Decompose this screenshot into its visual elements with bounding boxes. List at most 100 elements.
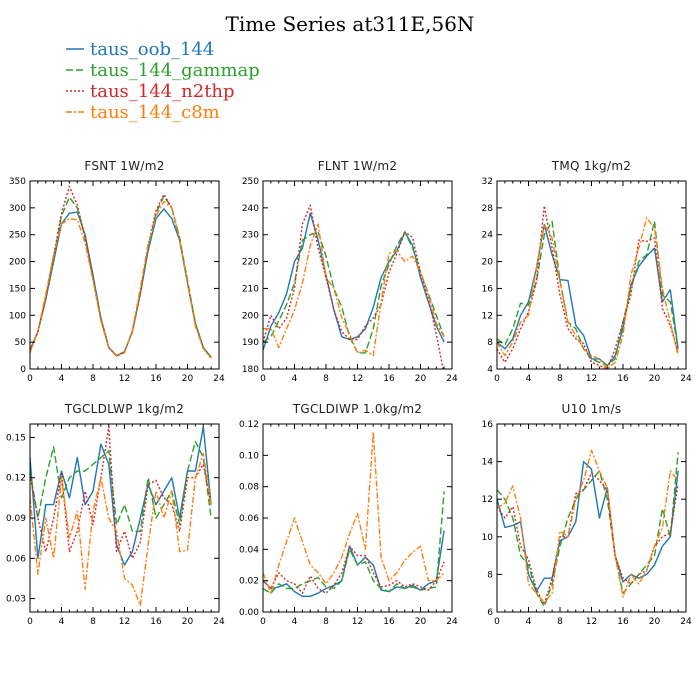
- series-line: [30, 195, 212, 358]
- legend-item: taus_144_gammap: [66, 60, 260, 81]
- x-tick-label: 24: [213, 617, 225, 627]
- y-tick-label: 32: [482, 177, 493, 187]
- chart-title: TGCLDIWP 1.0kg/m2: [292, 402, 423, 416]
- y-tick-label: 0.03: [6, 595, 26, 605]
- y-tick-label: 100: [9, 311, 26, 321]
- x-tick-label: 16: [617, 374, 629, 384]
- series-line: [30, 426, 212, 559]
- y-tick-label: 0.12: [239, 420, 259, 430]
- y-tick-label: 190: [242, 338, 259, 348]
- series-line: [263, 204, 444, 369]
- x-tick-label: 20: [182, 374, 194, 384]
- x-tick-label: 8: [90, 374, 96, 384]
- y-tick-label: 28: [482, 204, 494, 214]
- y-tick-label: 350: [9, 177, 26, 187]
- y-tick-label: 0.12: [6, 474, 26, 484]
- series-line: [263, 212, 445, 351]
- y-tick-label: 20: [482, 258, 494, 268]
- figure-title: Time Series at311E,56N: [226, 12, 475, 36]
- y-tick-label: 220: [242, 258, 259, 268]
- chart-title: FLNT 1W/m2: [318, 159, 398, 173]
- y-tick-label: 0.06: [239, 514, 259, 524]
- x-tick-label: 4: [59, 617, 65, 627]
- legend-item: taus_oob_144: [66, 39, 214, 60]
- legend-label: taus_oob_144: [90, 39, 214, 60]
- y-tick-label: 16: [482, 420, 494, 430]
- legend-item: taus_144_c8m: [66, 102, 220, 123]
- x-tick-label: 16: [617, 617, 629, 627]
- y-tick-label: 0.08: [239, 483, 259, 493]
- x-tick-label: 20: [649, 374, 661, 384]
- y-tick-label: 200: [9, 258, 26, 268]
- y-tick-label: 0.04: [239, 545, 259, 555]
- series-line: [497, 472, 679, 606]
- series-line: [263, 223, 445, 357]
- y-tick-label: 12: [482, 495, 493, 505]
- x-tick-label: 4: [526, 374, 532, 384]
- y-tick-label: 200: [242, 311, 259, 321]
- x-tick-label: 0: [260, 374, 266, 384]
- y-tick-label: 0.15: [6, 433, 26, 443]
- plot-frame: [29, 180, 220, 370]
- series-line: [263, 491, 445, 594]
- y-tick-label: 12: [482, 311, 493, 321]
- y-tick-label: 0.02: [239, 577, 259, 587]
- legend: taus_oob_144 taus_144_gammap taus_144_n2…: [66, 39, 260, 123]
- series-line: [30, 208, 212, 358]
- chart-title: TGCLDLWP 1kg/m2: [64, 402, 185, 416]
- y-tick-label: 4: [487, 365, 493, 375]
- x-tick-label: 12: [586, 374, 597, 384]
- x-tick-label: 8: [557, 374, 563, 384]
- series-line: [30, 200, 212, 359]
- x-tick-label: 24: [446, 374, 458, 384]
- y-tick-label: 250: [9, 231, 26, 241]
- series-line: [497, 223, 679, 367]
- y-tick-label: 180: [242, 365, 259, 375]
- y-tick-label: 0.10: [239, 451, 259, 461]
- x-tick-label: 8: [90, 617, 96, 627]
- panels: FSNT 1W/m20 4 8 12 16 20 240501001502002503003…: [6, 159, 692, 627]
- series-line: [497, 449, 679, 604]
- chart-panel: TGCLDIWP 1.0kg/m2 0 4 8 12 16 20 24 0.00 0.02 0.04…: [239, 402, 458, 627]
- x-tick-label: 12: [352, 374, 363, 384]
- x-tick-label: 4: [526, 617, 532, 627]
- y-tick-label: 230: [242, 231, 259, 241]
- x-tick-label: 16: [150, 374, 162, 384]
- x-tick-label: 24: [446, 617, 458, 627]
- y-tick-label: 8: [487, 338, 493, 348]
- y-tick-label: 8: [487, 570, 493, 580]
- series-line: [263, 231, 445, 354]
- plot-frame: [262, 423, 453, 613]
- x-tick-label: 8: [323, 374, 329, 384]
- chart-panel: FSNT 1W/m2 0 4 8 12 16 20 24 0 50 100 150 200 250 300 3…: [9, 159, 225, 384]
- x-tick-label: 0: [27, 617, 33, 627]
- x-tick-label: 4: [292, 374, 298, 384]
- x-tick-label: 20: [649, 617, 661, 627]
- legend-label: taus_144_c8m: [90, 102, 220, 123]
- y-tick-label: 210: [242, 284, 259, 294]
- x-tick-label: 8: [323, 617, 329, 627]
- y-tick-label: 300: [9, 204, 26, 214]
- x-tick-label: 24: [680, 617, 692, 627]
- x-tick-label: 12: [119, 374, 130, 384]
- x-tick-label: 4: [292, 617, 298, 627]
- x-tick-label: 4: [59, 374, 65, 384]
- y-tick-label: 16: [482, 284, 494, 294]
- y-tick-label: 14: [482, 458, 494, 468]
- chart-title: TMQ 1kg/m2: [551, 159, 632, 173]
- y-tick-label: 0.09: [6, 514, 26, 524]
- chart-title: FSNT 1W/m2: [84, 159, 164, 173]
- legend-item: taus_144_n2thp: [66, 81, 235, 102]
- series-line: [497, 452, 679, 608]
- y-tick-label: 0.06: [6, 554, 26, 564]
- legend-label: taus_144_n2thp: [90, 81, 235, 102]
- legend-label: taus_144_gammap: [90, 60, 260, 81]
- series-line: [263, 545, 445, 594]
- y-tick-label: 240: [242, 204, 259, 214]
- series-line: [497, 460, 679, 592]
- plot-frame: [496, 180, 687, 370]
- series-line: [263, 530, 445, 597]
- series-line: [30, 452, 212, 606]
